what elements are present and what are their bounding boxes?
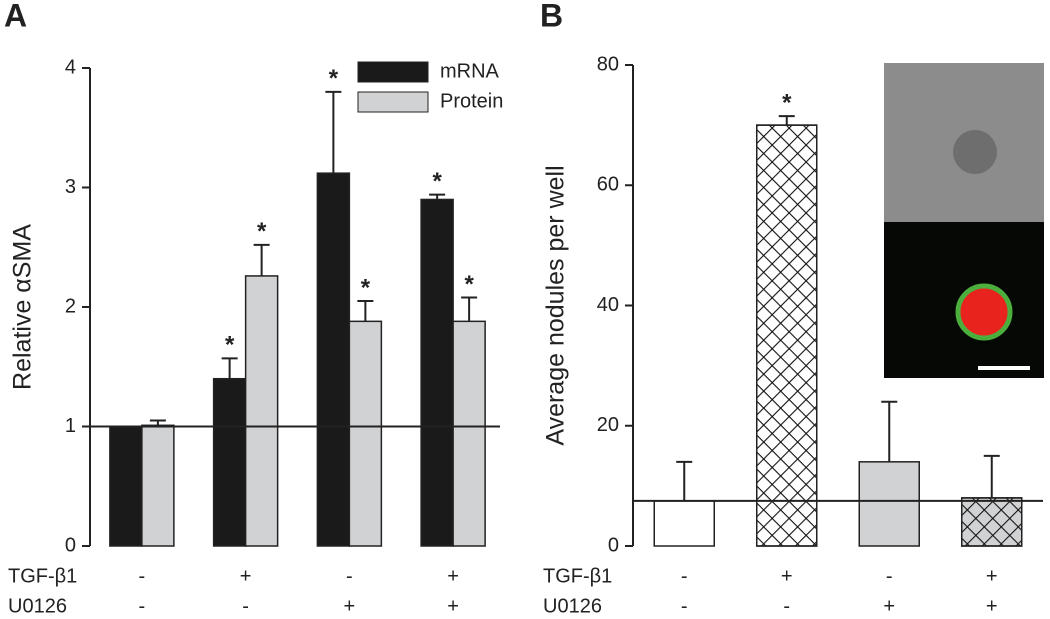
condition-value: - xyxy=(681,565,688,587)
significance-marker: * xyxy=(225,332,235,359)
y-axis-label: Average nodules per well xyxy=(542,165,570,445)
panel-label: A xyxy=(4,0,27,33)
condition-label: U0126 xyxy=(543,595,602,617)
condition-value: - xyxy=(783,595,790,617)
condition-value: + xyxy=(781,565,793,587)
legend-swatch xyxy=(357,61,429,83)
significance-marker: * xyxy=(257,218,267,245)
condition-label: TGF-β1 xyxy=(8,565,77,587)
condition-value: - xyxy=(886,565,893,587)
condition-value: + xyxy=(883,595,895,617)
bar xyxy=(348,320,383,547)
y-tick-label: 0 xyxy=(608,534,619,556)
inset-image xyxy=(884,63,1044,378)
condition-value: - xyxy=(139,565,146,587)
bar xyxy=(858,461,920,547)
panel-label: B xyxy=(540,0,563,33)
significance-marker: * xyxy=(782,89,792,116)
legend-swatch xyxy=(357,91,429,113)
bar xyxy=(244,275,279,547)
y-tick-label: 0 xyxy=(65,534,76,556)
condition-value: - xyxy=(139,595,146,617)
condition-label: TGF-β1 xyxy=(543,565,612,587)
bar xyxy=(212,377,247,547)
significance-marker: * xyxy=(361,274,371,301)
bar xyxy=(109,425,143,547)
significance-marker: * xyxy=(464,271,474,298)
y-tick-label: 80 xyxy=(597,53,619,75)
condition-value: + xyxy=(447,595,459,617)
legend-label: Protein xyxy=(440,90,503,112)
bar-hatch xyxy=(756,124,818,547)
condition-value: - xyxy=(681,595,688,617)
bar xyxy=(452,320,486,547)
condition-value: - xyxy=(346,565,353,587)
y-tick-label: 4 xyxy=(65,56,76,78)
y-tick-label: 20 xyxy=(597,414,619,436)
condition-value: + xyxy=(986,565,998,587)
condition-label: U0126 xyxy=(8,595,67,617)
condition-value: + xyxy=(986,595,998,617)
bar xyxy=(653,500,715,547)
condition-value: - xyxy=(242,595,249,617)
significance-marker: * xyxy=(329,65,339,92)
y-tick-label: 60 xyxy=(597,174,619,196)
bar-hatch xyxy=(961,497,1023,547)
significance-marker: * xyxy=(432,168,442,195)
y-tick-label: 3 xyxy=(65,176,76,198)
bar xyxy=(420,198,454,547)
nodule xyxy=(953,130,997,174)
condition-value: + xyxy=(447,565,459,587)
condition-value: + xyxy=(240,565,252,587)
y-tick-label: 40 xyxy=(597,294,619,316)
y-tick-label: 2 xyxy=(65,295,76,317)
bar xyxy=(141,424,175,547)
bar xyxy=(316,172,351,547)
y-axis-label: Relative αSMA xyxy=(9,224,37,390)
condition-value: + xyxy=(344,595,356,617)
nodule-stain xyxy=(955,283,1013,341)
legend-label: mRNA xyxy=(440,60,500,82)
y-tick-label: 1 xyxy=(65,415,76,437)
